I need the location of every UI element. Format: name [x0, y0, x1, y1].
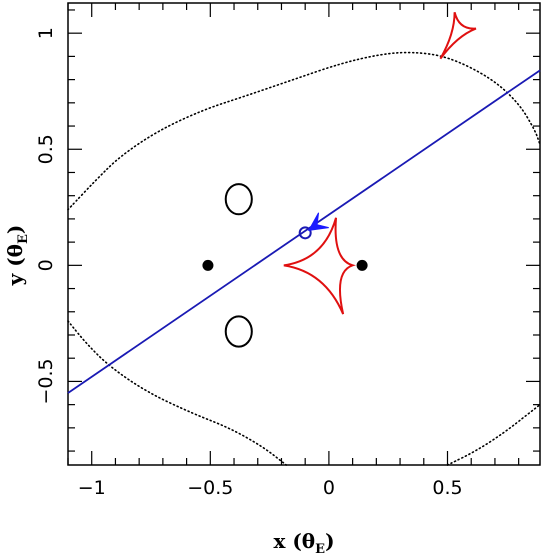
critical-curves [224, 183, 253, 348]
x-axis-label-subscript: E [315, 542, 325, 555]
x-tick-label: 0 [323, 477, 335, 499]
dotted-contour-lower-right [446, 403, 541, 466]
planetary-caustic [439, 12, 477, 60]
y-axis-label: y (θE) [3, 225, 31, 287]
axis-ticks [67, 3, 540, 465]
y-axis-label-subscript: E [16, 234, 31, 244]
central-caustic [283, 217, 356, 315]
dotted-contour-lower-left [67, 320, 288, 466]
plot-frame [67, 2, 541, 466]
y-tick-label: −0.5 [35, 358, 57, 404]
lens-point [202, 259, 214, 271]
lens-point [356, 259, 368, 271]
x-tick-label: 0.5 [432, 477, 462, 499]
source-circle [298, 226, 312, 240]
caustic-curves [283, 12, 477, 315]
dotted-contour-upper [67, 51, 541, 211]
y-tick-label: 0.5 [35, 134, 57, 164]
y-tick-label: 0 [35, 259, 57, 271]
critical-curve-oval [224, 183, 253, 216]
direction-arrow [307, 212, 329, 231]
source-trajectory [67, 69, 541, 394]
dotted-contours [67, 51, 541, 466]
tick-labels: −1 −0.5 0 0.5 −0.5 0 0.5 1 [35, 27, 463, 499]
y-tick-label: 1 [35, 27, 57, 39]
trajectory-group [67, 69, 541, 394]
x-axis-label: x (θE) [273, 529, 334, 555]
lens-positions [202, 259, 368, 271]
x-tick-label: −1 [78, 477, 106, 499]
x-tick-label: −0.5 [187, 477, 233, 499]
critical-curve-oval [224, 315, 253, 348]
